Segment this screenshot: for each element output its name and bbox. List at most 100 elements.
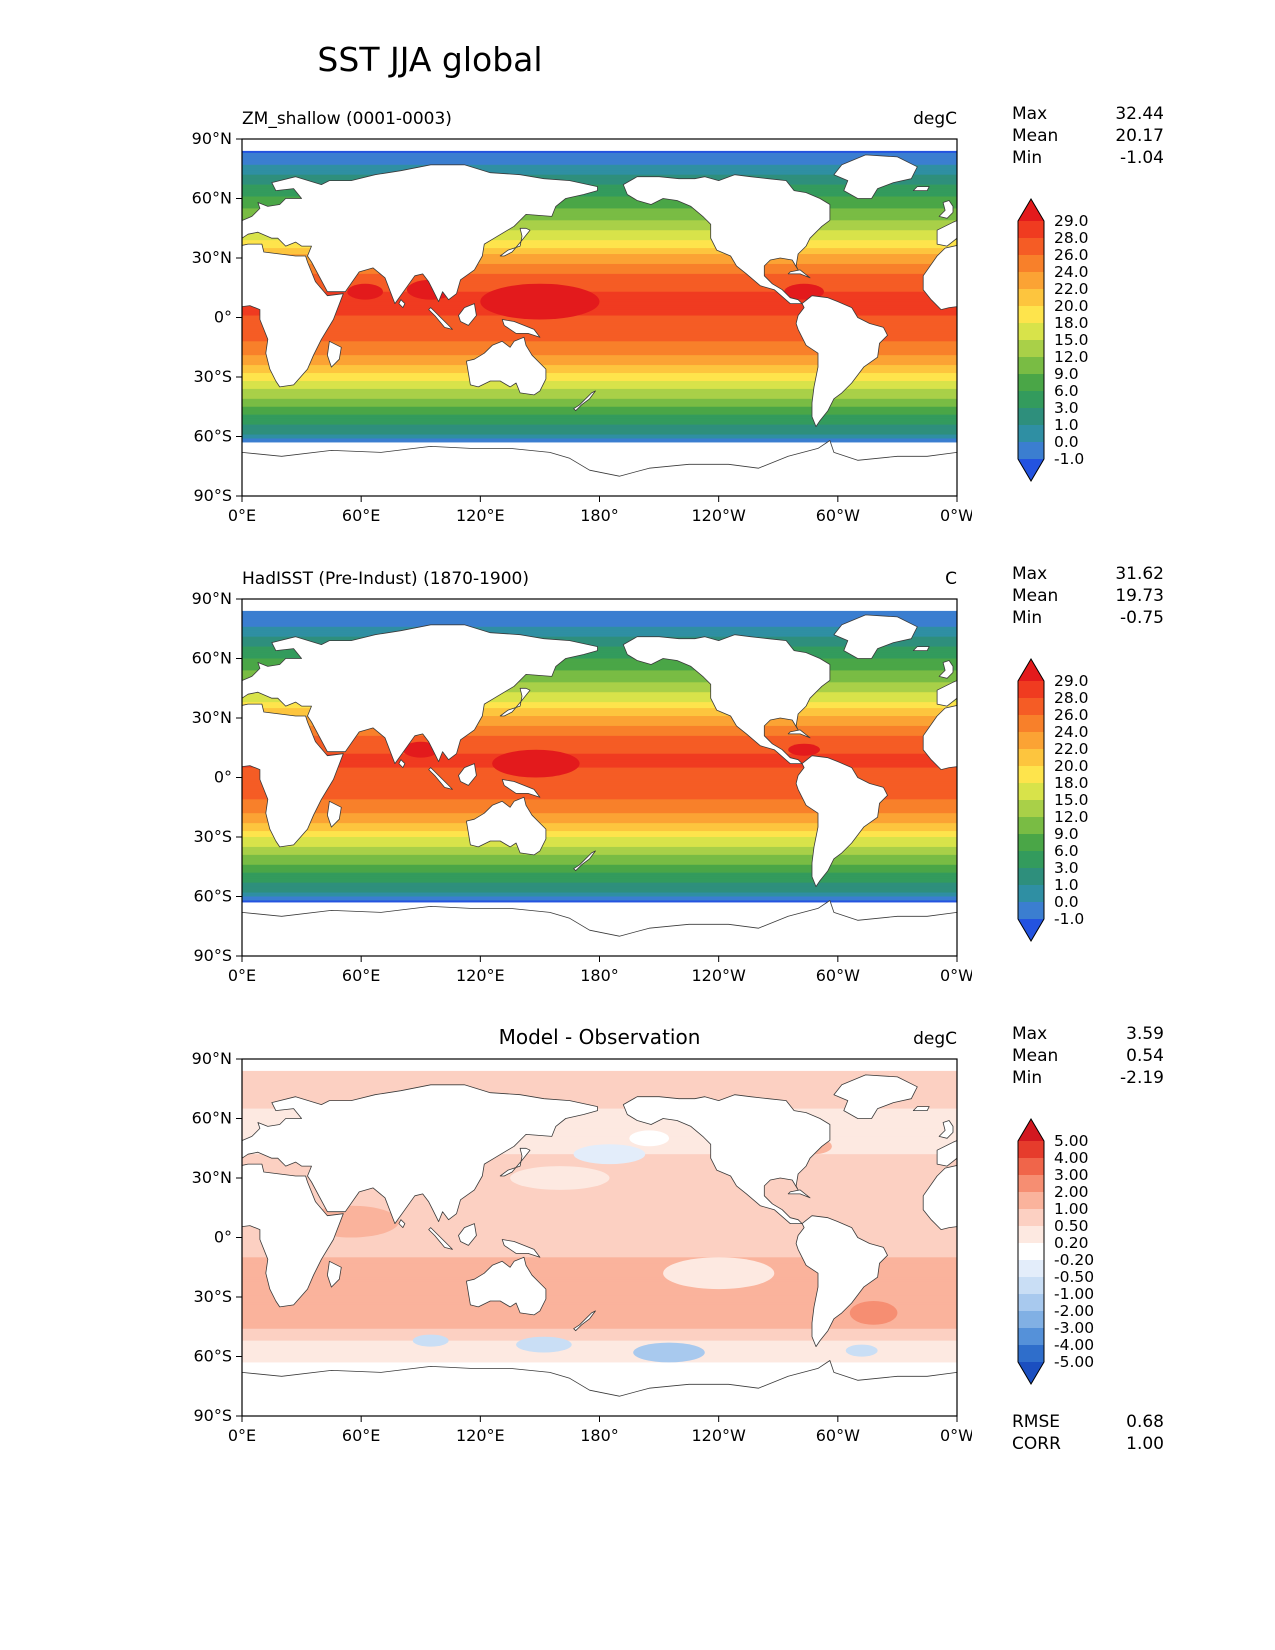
svg-text:120°W: 120°W (691, 1426, 746, 1445)
side-difference: Max 3.59 Mean 0.54 Min -2.19 5.00 4.00 3.0… (1012, 1023, 1164, 1455)
stat-max: Max 31.62 (1012, 563, 1164, 585)
stat-max-value: 31.62 (1115, 564, 1164, 584)
stat-mean: Mean 20.17 (1012, 125, 1164, 147)
svg-text:0.0: 0.0 (1054, 893, 1079, 911)
svg-text:26.0: 26.0 (1054, 246, 1089, 264)
svg-text:90°S: 90°S (193, 486, 232, 505)
svg-text:29.0: 29.0 (1054, 212, 1089, 230)
stat-mean: Mean 0.54 (1012, 1045, 1164, 1067)
svg-text:20.0: 20.0 (1054, 297, 1089, 315)
stat-min-value: -1.04 (1120, 148, 1164, 168)
svg-text:90°N: 90°N (192, 1049, 232, 1068)
svg-text:0.0: 0.0 (1054, 433, 1079, 451)
stat-max: Max 3.59 (1012, 1023, 1164, 1045)
panel-model: ZM_shallow (0001-0003) degC 90°N 60°N 30°N… (0, 103, 1275, 529)
stats-observation: Max 31.62 Mean 19.73 Min -0.75 (1012, 563, 1164, 629)
svg-text:120°W: 120°W (691, 966, 746, 985)
panel-observation: HadISST (Pre-Indust) (1870-1900) C 90°N 6… (0, 563, 1275, 989)
panel-title-model: ZM_shallow (0001-0003) (242, 109, 452, 129)
side-observation: Max 31.62 Mean 19.73 Min -0.75 29.0 28.0 2… (1012, 563, 1164, 955)
figure-title: SST JJA global (317, 40, 543, 79)
svg-text:60°W: 60°W (816, 1426, 860, 1445)
svg-text:1.00: 1.00 (1054, 1200, 1089, 1218)
svg-text:60°N: 60°N (192, 189, 232, 208)
metric-corr: CORR 1.00 (1012, 1433, 1164, 1455)
svg-text:20.0: 20.0 (1054, 757, 1089, 775)
world-map-observation: 90°N 60°N 30°N 0° 30°S 60°S 90°S0°E 60°E 120°E 18… (192, 589, 972, 985)
stat-max-value: 3.59 (1126, 1024, 1164, 1044)
svg-text:15.0: 15.0 (1054, 791, 1089, 809)
svg-text:60°N: 60°N (192, 649, 232, 668)
svg-text:26.0: 26.0 (1054, 706, 1089, 724)
svg-text:0°W: 0°W (940, 966, 972, 985)
side-model: Max 32.44 Mean 20.17 Min -1.04 29.0 28.0 2… (1012, 103, 1164, 495)
svg-text:12.0: 12.0 (1054, 808, 1089, 826)
stat-mean: Mean 19.73 (1012, 585, 1164, 607)
svg-text:6.0: 6.0 (1054, 382, 1079, 400)
metric-corr-label: CORR (1012, 1434, 1061, 1454)
stat-min-value: -0.75 (1120, 608, 1164, 628)
stat-max-label: Max (1012, 564, 1048, 584)
svg-text:0.50: 0.50 (1054, 1217, 1089, 1235)
metric-rmse-value: 0.68 (1126, 1412, 1164, 1432)
svg-text:2.00: 2.00 (1054, 1183, 1089, 1201)
stat-mean-label: Mean (1012, 126, 1059, 146)
stat-min-label: Min (1012, 608, 1043, 628)
stat-mean-value: 0.54 (1126, 1046, 1164, 1066)
panel-units-difference: degC (913, 1029, 957, 1049)
svg-text:12.0: 12.0 (1054, 348, 1089, 366)
svg-text:60°E: 60°E (342, 1426, 380, 1445)
svg-text:60°S: 60°S (193, 1347, 232, 1366)
svg-text:180°: 180° (580, 966, 619, 985)
svg-text:90°S: 90°S (193, 946, 232, 965)
svg-text:0°: 0° (214, 1228, 232, 1247)
stat-min-label: Min (1012, 1068, 1043, 1088)
svg-text:60°S: 60°S (193, 887, 232, 906)
svg-text:0°W: 0°W (940, 506, 972, 525)
svg-text:30°S: 30°S (193, 367, 232, 386)
panel-units-model: degC (913, 109, 957, 129)
plot-observation: HadISST (Pre-Indust) (1870-1900) C 90°N 6… (172, 563, 972, 989)
stat-mean-value: 19.73 (1115, 586, 1164, 606)
panel-units-observation: C (945, 569, 957, 589)
svg-text:-1.0: -1.0 (1054, 910, 1084, 928)
stat-mean-label: Mean (1012, 586, 1059, 606)
svg-text:60°S: 60°S (193, 427, 232, 446)
stats-model: Max 32.44 Mean 20.17 Min -1.04 (1012, 103, 1164, 169)
svg-text:180°: 180° (580, 1426, 619, 1445)
world-map-difference: 90°N 60°N 30°N 0° 30°S 60°S 90°S0°E 60°E 120°E 18… (192, 1049, 972, 1445)
svg-text:28.0: 28.0 (1054, 229, 1089, 247)
svg-text:120°W: 120°W (691, 506, 746, 525)
svg-text:6.0: 6.0 (1054, 842, 1079, 860)
svg-text:9.0: 9.0 (1054, 365, 1079, 383)
svg-text:5.00: 5.00 (1054, 1132, 1089, 1150)
svg-text:0°E: 0°E (228, 1426, 256, 1445)
panel-title-observation: HadISST (Pre-Indust) (1870-1900) (242, 569, 530, 589)
svg-text:60°N: 60°N (192, 1109, 232, 1128)
svg-text:0°: 0° (214, 308, 232, 327)
svg-text:0°E: 0°E (228, 966, 256, 985)
svg-text:30°S: 30°S (193, 1287, 232, 1306)
svg-text:0°E: 0°E (228, 506, 256, 525)
svg-text:28.0: 28.0 (1054, 689, 1089, 707)
svg-text:0°: 0° (214, 768, 232, 787)
svg-text:120°E: 120°E (456, 506, 505, 525)
stat-mean-label: Mean (1012, 1046, 1059, 1066)
stat-max-value: 32.44 (1115, 104, 1164, 124)
svg-text:3.0: 3.0 (1054, 399, 1079, 417)
svg-text:120°E: 120°E (456, 1426, 505, 1445)
stat-max: Max 32.44 (1012, 103, 1164, 125)
svg-text:22.0: 22.0 (1054, 740, 1089, 758)
svg-text:-5.00: -5.00 (1054, 1353, 1094, 1371)
svg-text:-0.20: -0.20 (1054, 1251, 1094, 1269)
svg-text:-0.50: -0.50 (1054, 1268, 1094, 1286)
svg-text:90°S: 90°S (193, 1406, 232, 1425)
colorbar-observation: 29.028.026.024.022.020.018.015.012.09.06… (1017, 658, 1089, 942)
stat-max-label: Max (1012, 1024, 1048, 1044)
stat-max-label: Max (1012, 104, 1048, 124)
plot-header-observation: HadISST (Pre-Indust) (1870-1900) C (242, 563, 957, 589)
svg-text:90°N: 90°N (192, 129, 232, 148)
svg-text:18.0: 18.0 (1054, 314, 1089, 332)
world-map-model: 90°N 60°N 30°N 0° 30°S 60°S 90°S0°E 60°E 120°E 18… (192, 129, 972, 525)
